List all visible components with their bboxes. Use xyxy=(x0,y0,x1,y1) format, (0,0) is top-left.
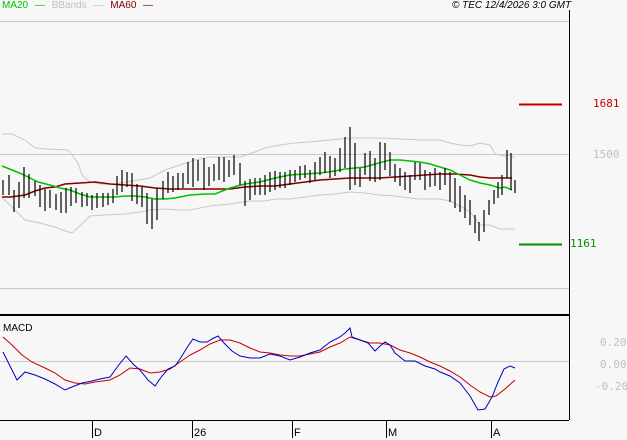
legend-bbands: BBands — xyxy=(51,0,104,11)
chart-legend: MA20 — BBands — MA60 — xyxy=(2,0,157,12)
x-label-feb: F xyxy=(294,427,301,439)
macd-title: MACD xyxy=(3,323,33,334)
macd-label-neg: -0.20 xyxy=(595,380,627,393)
resistance-level-label: 1681 xyxy=(593,97,620,110)
macd-signal-line xyxy=(2,336,516,398)
bband-upper xyxy=(2,133,516,185)
x-label-apr: A xyxy=(493,427,501,439)
legend-ma20: MA20 — xyxy=(2,0,45,11)
macd-line xyxy=(2,327,516,411)
macd-label-pos: 0.20 xyxy=(600,336,627,349)
x-label-dec: D xyxy=(94,427,102,439)
support-level-label: 1161 xyxy=(570,237,597,250)
x-label-mar: M xyxy=(388,427,398,439)
price-bars xyxy=(2,127,516,241)
grid-level-label: 1500 xyxy=(593,148,620,161)
bband-lower xyxy=(1,191,515,234)
macd-label-zero: 0.00 xyxy=(600,358,627,371)
legend-ma60: MA60 — xyxy=(110,0,154,11)
copyright-timestamp: © TEC 12/4/2026 3:0 GMT xyxy=(452,0,572,11)
x-label-2026: 26 xyxy=(194,427,207,439)
